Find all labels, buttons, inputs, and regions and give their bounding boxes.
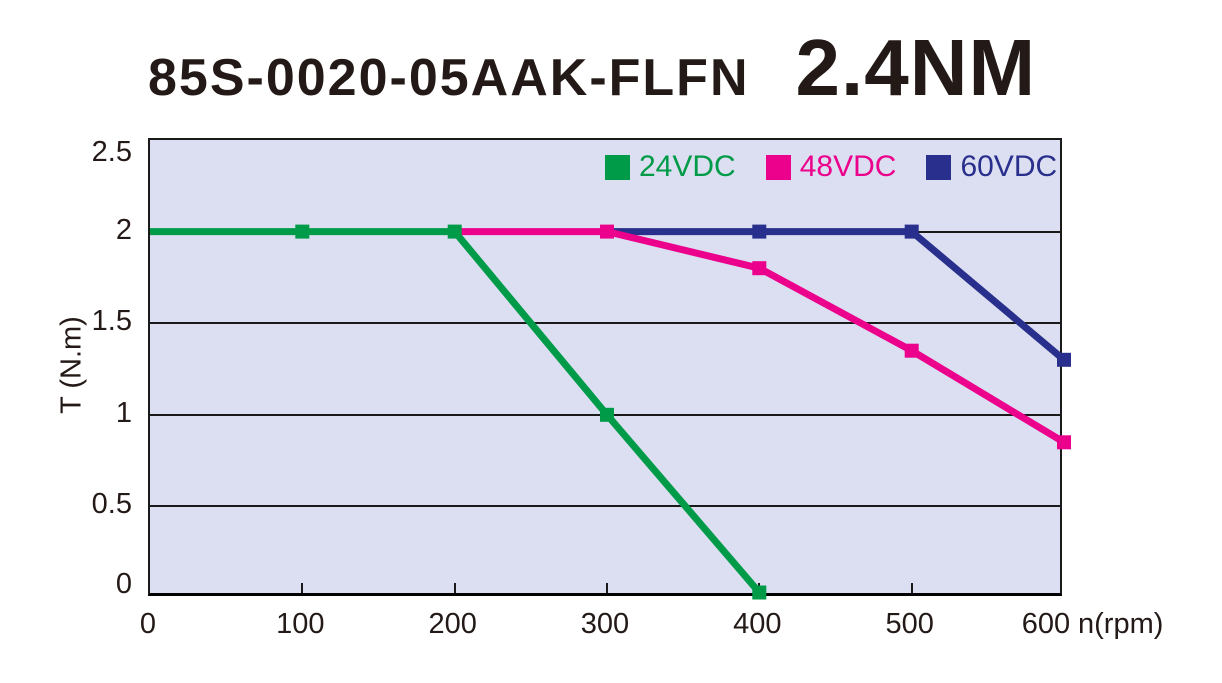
marker-48vdc-600rpm: [1057, 435, 1071, 450]
y-tick-label-0.5: 0.5: [91, 488, 132, 521]
legend-swatch-icon: [926, 154, 952, 180]
marker-60vdc-400rpm: [752, 224, 767, 239]
y-tick-label-2.5: 2.5: [91, 136, 132, 168]
x-tick-label-500: 500: [885, 608, 934, 640]
chart-title-row: 85S-0020-05AAK-FLFN 2.4NM: [148, 22, 1036, 114]
legend-label: 24VDC: [639, 150, 736, 183]
gridline-y-1.5: [150, 322, 1060, 325]
x-tick-100: [301, 583, 304, 593]
x-tick-label-600: 600: [1021, 608, 1071, 640]
series-line-60vdc: [607, 228, 1067, 363]
legend-label: 60VDC: [960, 150, 1058, 183]
x-tick-300: [606, 583, 608, 593]
x-tick-500: [910, 583, 913, 593]
legend: 24VDC 48VDC 60VDC: [605, 152, 1057, 182]
marker-24vdc-300rpm: [600, 407, 614, 422]
marker-24vdc-200rpm: [447, 224, 462, 239]
plot-area: 24VDC 48VDC 60VDC: [148, 138, 1071, 600]
torque-rating-title: 2.4NM: [795, 23, 1037, 112]
y-tick-label-0: 0: [115, 568, 132, 600]
gridline-y-0.5: [150, 505, 1060, 508]
legend-item-60vdc: 60VDC: [926, 152, 1057, 182]
marker-24vdc-400rpm: [752, 585, 767, 600]
legend-swatch-icon: [605, 154, 630, 180]
marker-48vdc-300rpm: [600, 224, 614, 239]
y-tick-label-2: 2: [115, 213, 132, 246]
marker-24vdc-100rpm: [295, 224, 310, 239]
x-axis-title: n(rpm): [1078, 608, 1164, 640]
series-line-24vdc: [150, 228, 762, 595]
legend-item-24vdc: 24VDC: [605, 152, 736, 182]
x-tick-label-200: 200: [428, 608, 477, 640]
x-tick-label-0: 0: [139, 608, 157, 640]
x-tick-label-300: 300: [580, 608, 630, 640]
x-tick-label-100: 100: [276, 608, 325, 640]
legend-label: 48VDC: [799, 150, 897, 183]
legend-swatch-icon: [765, 154, 791, 180]
series-plot: [150, 224, 1071, 600]
marker-60vdc-500rpm: [904, 224, 919, 239]
y-tick-label-1.5: 1.5: [91, 305, 132, 338]
x-tick-label-400: 400: [733, 608, 782, 640]
marker-60vdc-600rpm: [1057, 352, 1071, 367]
legend-item-48vdc: 48VDC: [765, 150, 897, 183]
marker-48vdc-500rpm: [904, 343, 919, 358]
motor-model-title: 85S-0020-05AAK-FLFN: [148, 49, 750, 107]
y-tick-label-1: 1: [115, 396, 132, 429]
marker-48vdc-400rpm: [752, 261, 767, 276]
x-tick-200: [453, 583, 456, 593]
